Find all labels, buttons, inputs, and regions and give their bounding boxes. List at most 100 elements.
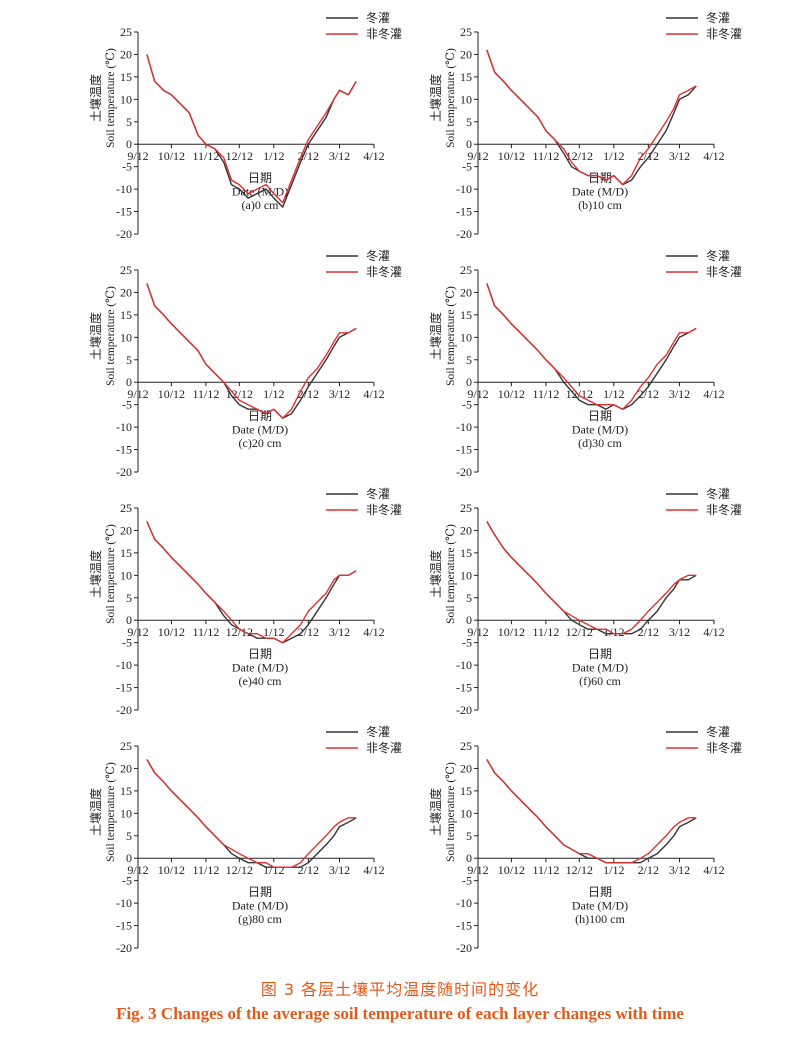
x-axis-label-en: Date (M/D) <box>232 422 288 436</box>
x-axis-label-en: Date (M/D) <box>232 898 288 912</box>
x-tick-label: 12/12 <box>566 863 593 877</box>
x-tick-label: 3/12 <box>329 625 350 639</box>
y-tick-label: 15 <box>460 308 472 322</box>
y-tick-label: 25 <box>120 263 132 277</box>
y-tick-label: 20 <box>460 47 472 61</box>
y-tick-label: -5 <box>122 398 132 412</box>
x-tick-label: 12/12 <box>566 625 593 639</box>
panel-label: (c)20 cm <box>239 436 283 450</box>
y-tick-label: 5 <box>466 115 472 129</box>
x-axis-label-en: Date (M/D) <box>572 422 628 436</box>
legend-label: 冬灌 <box>366 486 390 501</box>
x-axis-label-zh: 日期 <box>248 409 272 423</box>
y-tick-label: -15 <box>456 919 472 933</box>
y-tick-label: 5 <box>466 591 472 605</box>
legend-label: 冬灌 <box>366 10 390 25</box>
x-tick-label: 10/12 <box>158 387 185 401</box>
y-tick-label: 15 <box>460 546 472 560</box>
y-tick-label: -15 <box>116 443 132 457</box>
series-line-winter-irrigated <box>146 759 357 868</box>
legend-label: 非冬灌 <box>706 502 742 517</box>
x-tick-label: 2/12 <box>298 863 319 877</box>
x-axis-label-zh: 日期 <box>588 647 612 661</box>
y-tick-label: -5 <box>122 636 132 650</box>
y-tick-label: 0 <box>126 851 132 865</box>
y-axis-label-zh: 土壤温度 <box>428 550 443 598</box>
legend-label: 非冬灌 <box>366 740 402 755</box>
y-tick-label: -15 <box>456 681 472 695</box>
y-axis-label-en: Soil temperature (℃) <box>105 48 117 148</box>
series-line-non-irrigated <box>486 759 697 864</box>
y-tick-label: 0 <box>466 613 472 627</box>
y-tick-label: -10 <box>116 420 132 434</box>
y-tick-label: 20 <box>460 523 472 537</box>
x-tick-label: 2/12 <box>298 387 319 401</box>
x-axis-label-zh: 日期 <box>588 409 612 423</box>
legend-label: 冬灌 <box>706 486 730 501</box>
x-tick-label: 10/12 <box>158 149 185 163</box>
x-tick-label: 9/12 <box>467 149 488 163</box>
x-tick-label: 4/12 <box>703 863 724 877</box>
y-tick-label: -20 <box>456 227 472 241</box>
panel-a: 25 20 15 10 5 0 -5 -10 -15 -20 9/12 10/12 11/12 12/12… <box>88 10 402 241</box>
x-tick-label: 3/12 <box>669 863 690 877</box>
figure-caption-zh: 图 3 各层土壤平均温度随时间的变化 <box>260 980 540 999</box>
y-axis-label-en: Soil temperature (℃) <box>445 762 457 862</box>
x-tick-label: 10/12 <box>158 863 185 877</box>
y-tick-label: -15 <box>116 681 132 695</box>
x-tick-label: 9/12 <box>127 387 148 401</box>
y-tick-label: -10 <box>116 658 132 672</box>
y-tick-label: 5 <box>126 591 132 605</box>
y-tick-label: 0 <box>126 613 132 627</box>
x-tick-label: 3/12 <box>669 149 690 163</box>
y-tick-label: 20 <box>460 285 472 299</box>
legend-label: 非冬灌 <box>706 264 742 279</box>
y-tick-label: -15 <box>456 443 472 457</box>
y-axis-label-zh: 土壤温度 <box>88 550 103 598</box>
y-tick-label: -15 <box>116 919 132 933</box>
legend-label: 冬灌 <box>706 248 730 263</box>
x-tick-label: 4/12 <box>703 387 724 401</box>
x-tick-label: 10/12 <box>498 863 525 877</box>
series-line-non-irrigated <box>486 521 697 635</box>
y-tick-label: -5 <box>122 874 132 888</box>
y-tick-label: 25 <box>460 263 472 277</box>
y-tick-label: -5 <box>122 160 132 174</box>
x-tick-label: 11/12 <box>532 149 559 163</box>
panel-label: (f)60 cm <box>579 674 621 688</box>
y-tick-label: -20 <box>456 465 472 479</box>
series-line-winter-irrigated <box>486 49 697 186</box>
x-tick-label: 1/12 <box>603 149 624 163</box>
x-tick-label: 4/12 <box>703 149 724 163</box>
chart-grid: 25 20 15 10 5 0 -5 -10 -15 -20 9/12 10/12 11/12 12/12… <box>88 10 742 955</box>
y-tick-label: -15 <box>456 205 472 219</box>
x-tick-label: 4/12 <box>363 149 384 163</box>
panel-label: (g)80 cm <box>238 912 282 926</box>
x-tick-label: 1/12 <box>263 387 284 401</box>
y-tick-label: 10 <box>460 806 472 820</box>
y-tick-label: 20 <box>120 761 132 775</box>
panel-f: 25 20 15 10 5 0 -5 -10 -15 -20 9/12 10/12 11/12 12/12… <box>428 486 742 717</box>
y-tick-label: 10 <box>460 568 472 582</box>
x-tick-label: 12/12 <box>566 387 593 401</box>
legend-label: 非冬灌 <box>366 502 402 517</box>
x-axis-label-en: Date (M/D) <box>232 660 288 674</box>
y-tick-label: 10 <box>120 330 132 344</box>
x-axis-label-zh: 日期 <box>248 171 272 185</box>
x-axis-label-en: Date (M/D) <box>572 898 628 912</box>
x-tick-label: 4/12 <box>363 863 384 877</box>
x-tick-label: 1/12 <box>603 387 624 401</box>
y-tick-label: 20 <box>460 761 472 775</box>
x-tick-label: 1/12 <box>603 625 624 639</box>
x-axis-label-zh: 日期 <box>248 885 272 899</box>
x-tick-label: 1/12 <box>263 863 284 877</box>
y-axis-label-zh: 土壤温度 <box>88 312 103 360</box>
legend-label: 非冬灌 <box>706 26 742 41</box>
x-tick-label: 11/12 <box>192 863 219 877</box>
x-tick-label: 9/12 <box>127 149 148 163</box>
x-tick-label: 11/12 <box>532 863 559 877</box>
y-axis-label-en: Soil temperature (℃) <box>105 524 117 624</box>
y-axis-label-zh: 土壤温度 <box>88 788 103 836</box>
x-tick-label: 4/12 <box>363 625 384 639</box>
y-tick-label: 10 <box>120 568 132 582</box>
